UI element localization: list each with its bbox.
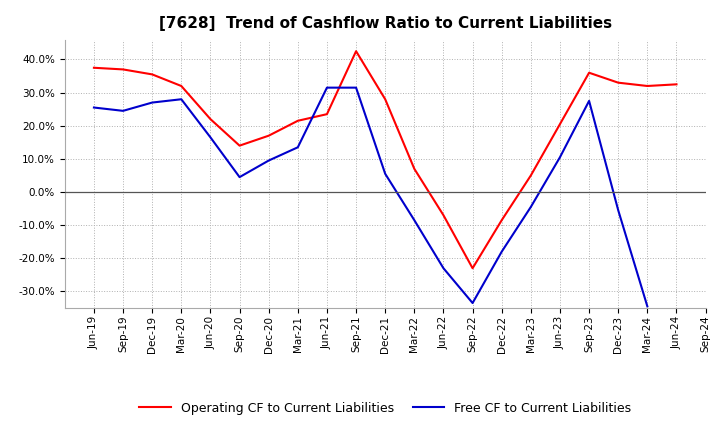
Operating CF to Current Liabilities	[148, 72, 156, 77]
Free CF to Current Liabilities	[526, 204, 535, 209]
Free CF to Current Liabilities	[468, 301, 477, 306]
Operating CF to Current Liabilities	[585, 70, 593, 75]
Free CF to Current Liabilities	[614, 208, 623, 213]
Operating CF to Current Liabilities	[119, 67, 127, 72]
Operating CF to Current Liabilities	[381, 97, 390, 102]
Operating CF to Current Liabilities	[294, 118, 302, 124]
Operating CF to Current Liabilities	[235, 143, 244, 148]
Legend: Operating CF to Current Liabilities, Free CF to Current Liabilities: Operating CF to Current Liabilities, Fre…	[135, 397, 636, 420]
Free CF to Current Liabilities	[264, 158, 273, 163]
Operating CF to Current Liabilities	[323, 111, 331, 117]
Operating CF to Current Liabilities	[643, 83, 652, 88]
Operating CF to Current Liabilities	[352, 48, 361, 54]
Operating CF to Current Liabilities	[89, 65, 98, 70]
Operating CF to Current Liabilities	[556, 121, 564, 127]
Operating CF to Current Liabilities	[206, 117, 215, 122]
Free CF to Current Liabilities	[585, 98, 593, 103]
Free CF to Current Liabilities	[235, 175, 244, 180]
Free CF to Current Liabilities	[352, 85, 361, 90]
Title: [7628]  Trend of Cashflow Ratio to Current Liabilities: [7628] Trend of Cashflow Ratio to Curren…	[158, 16, 612, 32]
Free CF to Current Liabilities	[148, 100, 156, 105]
Free CF to Current Liabilities	[410, 217, 418, 223]
Free CF to Current Liabilities	[439, 266, 448, 271]
Free CF to Current Liabilities	[177, 97, 186, 102]
Operating CF to Current Liabilities	[614, 80, 623, 85]
Line: Free CF to Current Liabilities: Free CF to Current Liabilities	[94, 88, 647, 306]
Free CF to Current Liabilities	[119, 108, 127, 114]
Operating CF to Current Liabilities	[526, 173, 535, 178]
Free CF to Current Liabilities	[381, 171, 390, 176]
Line: Operating CF to Current Liabilities: Operating CF to Current Liabilities	[94, 51, 677, 268]
Operating CF to Current Liabilities	[264, 133, 273, 138]
Free CF to Current Liabilities	[498, 249, 506, 254]
Free CF to Current Liabilities	[556, 154, 564, 160]
Free CF to Current Liabilities	[643, 304, 652, 309]
Operating CF to Current Liabilities	[672, 82, 681, 87]
Operating CF to Current Liabilities	[468, 266, 477, 271]
Operating CF to Current Liabilities	[439, 213, 448, 218]
Operating CF to Current Liabilities	[410, 166, 418, 172]
Operating CF to Current Liabilities	[498, 217, 506, 223]
Free CF to Current Liabilities	[206, 135, 215, 140]
Free CF to Current Liabilities	[323, 85, 331, 90]
Free CF to Current Liabilities	[294, 145, 302, 150]
Operating CF to Current Liabilities	[177, 83, 186, 88]
Free CF to Current Liabilities	[89, 105, 98, 110]
